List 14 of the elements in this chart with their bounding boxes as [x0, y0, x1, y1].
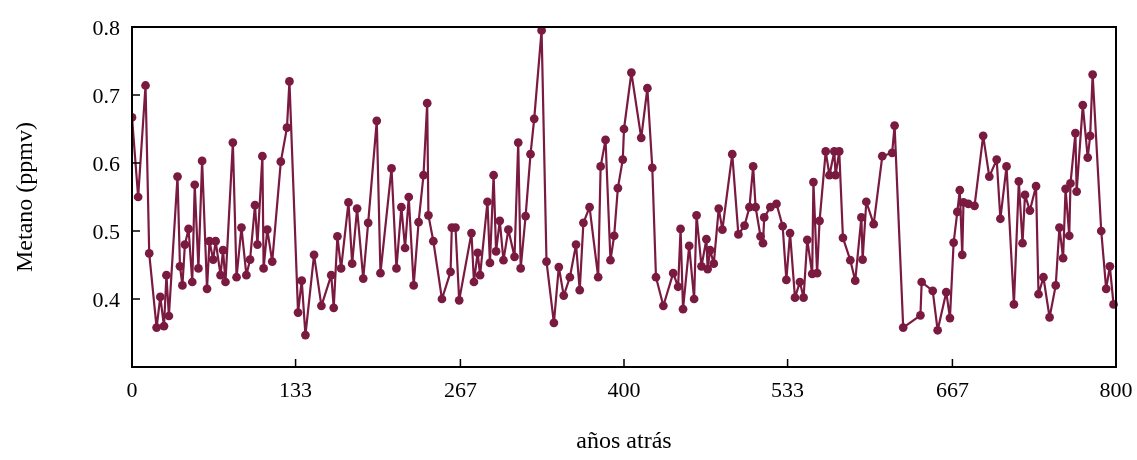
x-tick-label: 400: [607, 377, 641, 402]
y-tick-label: 0.8: [92, 14, 120, 40]
y-tick-label: 0.7: [92, 82, 120, 108]
y-tick-label: 0.4: [92, 286, 120, 312]
x-axis-title: años atrás: [576, 427, 672, 453]
x-tick-label: 667: [935, 377, 969, 402]
x-tick-label: 267: [443, 377, 477, 402]
x-tick-label: 0: [126, 377, 138, 402]
y-tick-label: 0.5: [92, 218, 120, 244]
x-tick-label: 133: [279, 377, 313, 402]
x-tick-label: 533: [771, 377, 805, 402]
y-tick-label: 0.6: [92, 150, 120, 176]
x-tick-label: 800: [1099, 377, 1133, 402]
y-axis-title: Metano (ppmv): [11, 122, 37, 272]
